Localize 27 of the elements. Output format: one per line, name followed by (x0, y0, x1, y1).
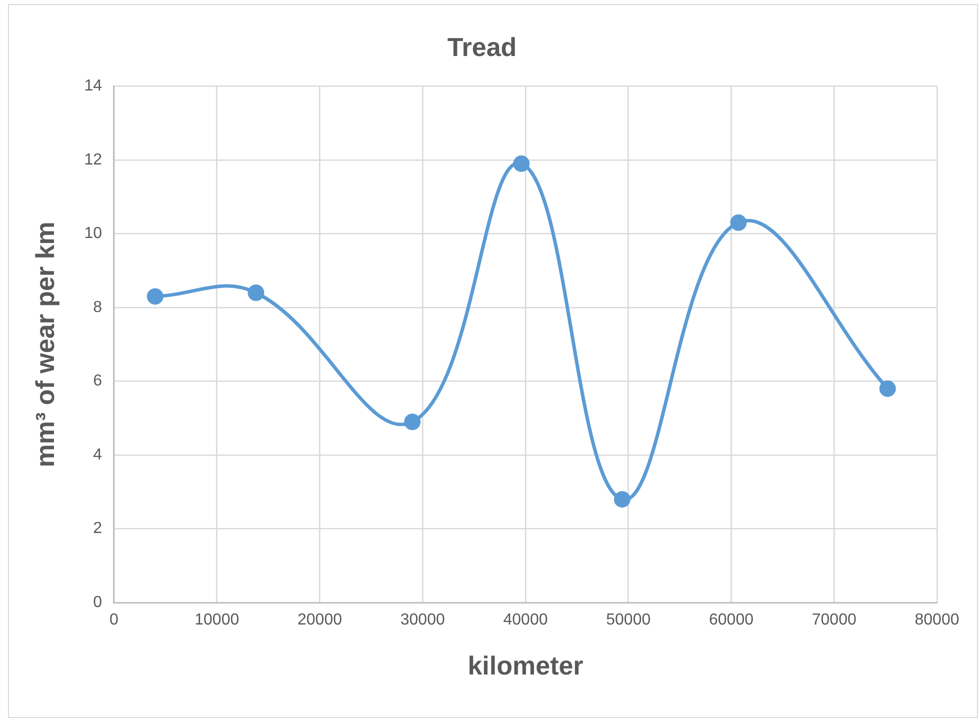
x-tick-label: 70000 (812, 612, 856, 629)
y-tick-label: 12 (84, 151, 102, 168)
point (248, 284, 264, 302)
x-tick-label: 0 (110, 612, 119, 629)
y-tick-label: 0 (93, 594, 102, 612)
point (730, 214, 747, 231)
x-tick-label: 30000 (400, 612, 445, 629)
x-tick-label: 80000 (914, 612, 960, 629)
x-tick-label: 10000 (194, 612, 240, 629)
y-tick-label: 14 (84, 78, 102, 95)
point (513, 155, 530, 172)
y-tick-label: 10 (84, 225, 102, 242)
x-tick-label: 20000 (298, 612, 342, 629)
x-tick-label: 60000 (709, 612, 754, 629)
y-tick-label: 6 (93, 372, 102, 390)
chart-title: Tread (447, 32, 517, 62)
x-tick-label: 40000 (503, 612, 548, 629)
point (146, 288, 164, 305)
point (879, 380, 896, 397)
y-tick-label: 4 (93, 446, 102, 464)
y-tick-label: 8 (93, 298, 102, 316)
point (614, 491, 630, 508)
y-axis-title: mm³ of wear per km (30, 222, 60, 468)
point (404, 414, 421, 430)
y-tick-label: 2 (93, 520, 102, 538)
x-axis-title: kilometer (468, 650, 584, 681)
x-tick-label: 50000 (606, 612, 651, 629)
